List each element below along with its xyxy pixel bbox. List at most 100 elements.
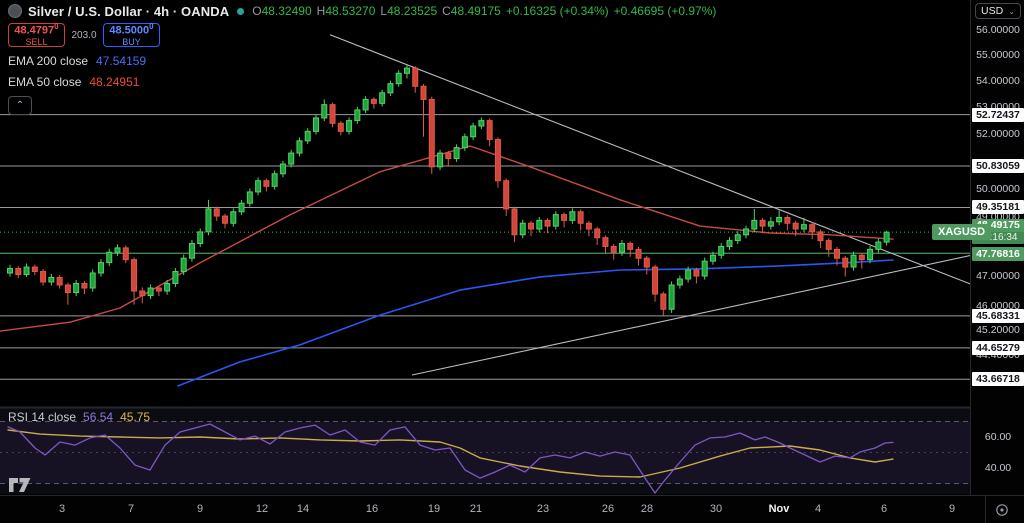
ema50-line[interactable] [0, 145, 894, 332]
time-axis[interactable]: 3 7 9 12 14 16 19 21 23 26 28 30 Nov 4 6 9 [0, 495, 1024, 523]
candle-body [213, 208, 220, 217]
candle-body [652, 266, 659, 295]
candle-body [304, 130, 311, 142]
candle-body [585, 222, 592, 230]
rsi-value: 56.54 [83, 410, 114, 424]
time-tick-label: 23 [536, 503, 550, 515]
tradingview-logo[interactable] [9, 478, 31, 492]
symbol-title[interactable]: Silver / U.S. Dollar · 4h · OANDA [28, 3, 230, 19]
ema50-label: EMA 50 close [8, 74, 82, 89]
candle-body [420, 85, 427, 100]
candle-body [627, 243, 634, 250]
time-tick-label: 7 [127, 503, 135, 515]
candle-body [602, 237, 609, 247]
candle-body [428, 98, 435, 168]
candle-body [858, 254, 865, 261]
candle-body [461, 136, 468, 149]
trend-line[interactable] [411, 253, 970, 376]
change-percent: +0.46695 (+0.97%) [613, 4, 717, 18]
collapse-legend-button[interactable]: ⌃ [8, 96, 32, 115]
market-status-icon [237, 7, 245, 15]
trendlines-layer [329, 34, 970, 376]
price-tick: 55.00000 [976, 48, 1020, 61]
candle-body [387, 83, 394, 94]
candle-body [726, 240, 733, 247]
candle-body [255, 180, 262, 193]
low-value: 48.23525 [387, 4, 438, 18]
candle-body [718, 245, 725, 256]
price-tick: 52.00000 [976, 127, 1020, 140]
candle-body [470, 125, 477, 138]
price-tick: 54.00000 [976, 74, 1020, 87]
buy-button[interactable]: 48.50000 BUY [103, 23, 160, 47]
candle-body [180, 257, 187, 273]
candle-body [751, 219, 758, 230]
price-tick: 56.00000 [976, 23, 1020, 36]
trend-line[interactable] [329, 34, 970, 288]
candle-body [784, 216, 791, 224]
candle-body [437, 152, 444, 168]
candle-body [329, 104, 336, 124]
level-price-label: 44.65279 [972, 340, 1024, 355]
time-tick-label: 28 [640, 503, 654, 515]
chevron-down-icon: ⌄ [1008, 6, 1015, 16]
currency-dropdown[interactable]: USD ⌄ [975, 3, 1021, 19]
chart-legend: Silver / U.S. Dollar · 4h · OANDA O48.32… [8, 3, 716, 115]
level-price-label: 43.66718 [972, 372, 1024, 387]
candle-body [577, 211, 584, 224]
candle-body [321, 104, 328, 119]
scroll-to-realtime-icon[interactable] [994, 502, 1010, 518]
candle-body [147, 287, 154, 297]
candle-body [73, 282, 80, 294]
price-axis[interactable]: USD ⌄ 48.49175 02:16:34 47.76816 56.0000… [970, 0, 1024, 495]
price-tick: 45.20000 [976, 324, 1020, 337]
candle-body [230, 211, 237, 224]
candle-body [164, 282, 171, 292]
candle-body [15, 268, 22, 276]
candle-body [89, 272, 96, 289]
candle-body [238, 202, 245, 213]
sell-button[interactable]: 48.47970 SELL [8, 23, 65, 47]
time-tick-label: 12 [255, 503, 269, 515]
rsi-tick: 40.00 [984, 461, 1012, 474]
ema200-value: 47.54159 [96, 53, 147, 68]
candle-body [536, 219, 543, 230]
rsi-legend-row[interactable]: RSI 14 close 56.54 45.75 [8, 410, 150, 424]
candle-body [106, 251, 113, 264]
ema200-line[interactable] [177, 259, 894, 387]
candle-body [31, 266, 38, 273]
high-value: 48.53270 [325, 4, 376, 18]
ohlc-values: O48.32490 H48.53270 L48.23525 C48.49175 … [252, 4, 716, 18]
horizontal-levels-layer [0, 114, 970, 380]
candles-layer [7, 65, 890, 316]
candle-body [263, 180, 270, 187]
candle-body [56, 276, 63, 286]
candle-body [395, 72, 402, 85]
ema200-legend-row[interactable]: EMA 200 close 47.54159 [8, 53, 716, 68]
candle-body [205, 208, 212, 233]
rsi-line[interactable] [7, 423, 894, 494]
candle-body [23, 266, 30, 276]
ema50-legend-row[interactable]: EMA 50 close 48.24951 [8, 74, 716, 89]
candle-body [594, 228, 601, 239]
main-chart-canvas[interactable] [0, 0, 970, 495]
candle-body [279, 163, 286, 175]
ema50-value: 48.24951 [89, 74, 140, 89]
candle-body [842, 257, 849, 268]
candle-body [552, 214, 559, 227]
candle-body [792, 222, 799, 230]
candle-body [528, 222, 535, 230]
candle-body [379, 92, 386, 104]
candle-body [834, 248, 840, 259]
candle-body [197, 231, 204, 245]
candle-body [875, 241, 882, 250]
candle-body [122, 247, 129, 261]
time-tick-label: 9 [196, 503, 204, 515]
price-line-symbol-badge: XAGUSD [932, 224, 992, 241]
trade-buttons-row: 48.47970 SELL 203.0 48.50000 BUY [8, 23, 716, 47]
sell-button-label: SELL [25, 36, 48, 47]
candle-body [693, 269, 700, 277]
open-label: O [252, 4, 262, 18]
candle-body [817, 231, 824, 242]
candle-body [883, 231, 890, 243]
